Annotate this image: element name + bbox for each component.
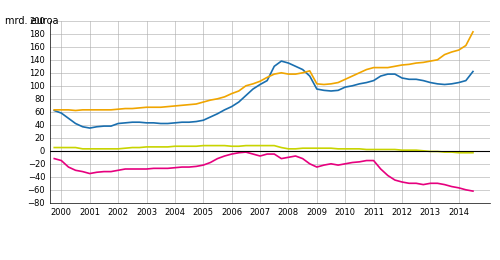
Text: mrd. euroa: mrd. euroa	[5, 16, 59, 25]
